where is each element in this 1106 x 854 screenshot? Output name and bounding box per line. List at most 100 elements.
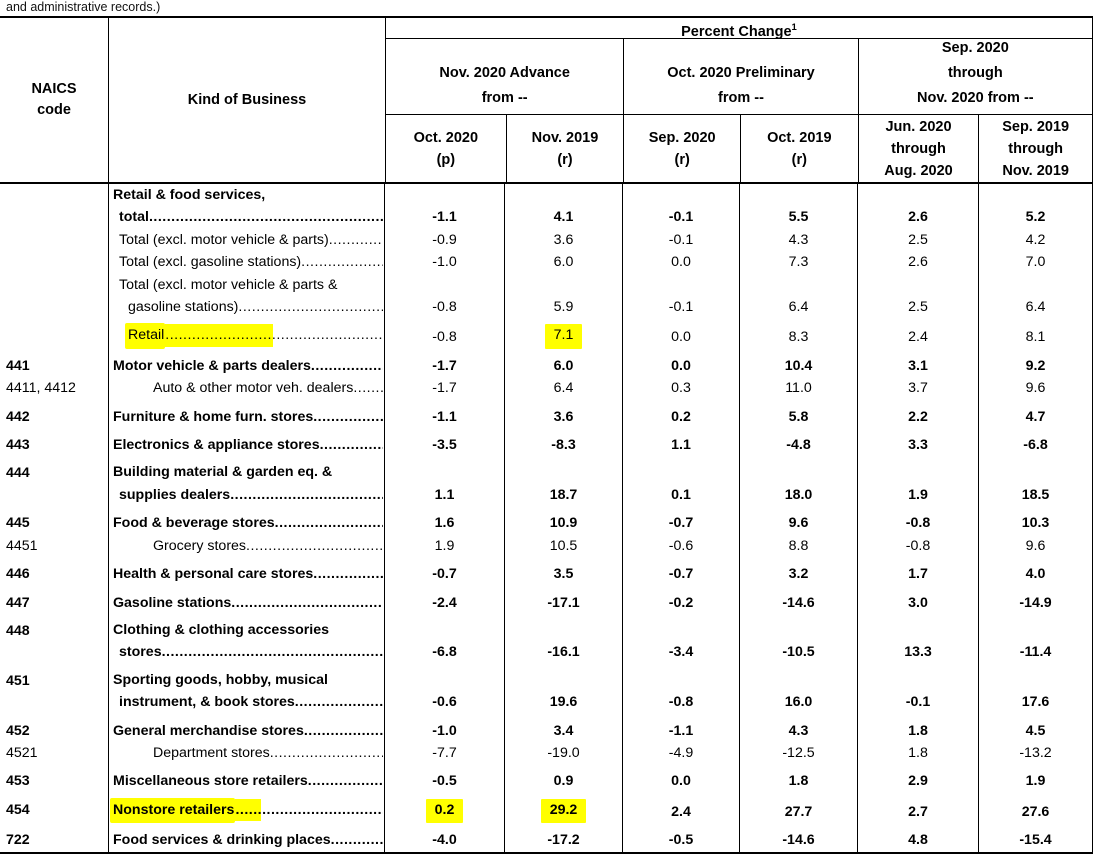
business-label-line: Retail .................................…	[109, 323, 383, 349]
value-text: -0.1	[668, 209, 694, 226]
business-label-text: Total (excl. motor vehicle & parts &	[119, 276, 338, 293]
naics-code-cell: 441	[6, 357, 30, 374]
value-text: 9.2	[1025, 357, 1046, 374]
business-label-line: Miscellaneous store retailers ..........…	[109, 770, 383, 792]
value-text: 1.9	[908, 486, 928, 503]
table-row: Retail & food services, total ...........…	[0, 184, 1093, 229]
value-cell: 3.5	[505, 557, 623, 586]
col-group-header: Sep. 2020 through Nov. 2020 from --	[857, 39, 1092, 114]
value-text: -16.1	[547, 644, 580, 661]
value-text: -0.2	[668, 594, 694, 611]
value-text: -3.5	[432, 437, 457, 454]
value-text: 2.4	[908, 329, 928, 346]
subheader-line: Oct. 2019	[767, 129, 832, 146]
value-text: 2.5	[908, 299, 928, 316]
value-cell: 29.2	[505, 792, 623, 824]
value-cell: -0.5	[623, 823, 740, 852]
value-cell: -8.3	[505, 428, 623, 457]
value-text: 7.3	[788, 254, 809, 271]
table-row: 454 Nonstore retailers ..................…	[0, 792, 1093, 824]
highlighted-value: 29.2	[540, 798, 587, 824]
value-cell: 1.7	[858, 557, 979, 586]
value-cell: 1.9	[385, 534, 505, 558]
value-cell: 3.6	[505, 399, 623, 429]
value-text: 6.4	[1025, 299, 1046, 316]
value-cell: 0.0	[623, 251, 740, 274]
business-label-line: Clothing & clothing accessories	[109, 619, 383, 641]
dot-leader: ........................................…	[161, 644, 383, 661]
value-cell: 4.5	[979, 713, 1093, 742]
naics-code-cell	[0, 318, 108, 348]
value-text: -8.3	[551, 437, 576, 454]
value-text: 2.2	[908, 408, 928, 425]
business-label-text: Department stores	[153, 744, 270, 761]
value-text: 13.3	[904, 644, 932, 661]
value-cell: -11.4	[979, 613, 1093, 664]
business-label-line: Auto & other motor veh. dealers ........…	[109, 377, 383, 399]
value-cell: 10.4	[740, 348, 858, 378]
value-text: 6.0	[553, 357, 574, 374]
business-label-text: Food & beverage stores	[113, 515, 275, 532]
value-text: 3.5	[553, 566, 574, 583]
value-cell: -6.8	[385, 613, 505, 664]
value-text: -11.4	[1019, 644, 1052, 661]
value-cell: 18.5	[979, 456, 1093, 507]
value-text: 2.7	[908, 803, 928, 820]
value-text: -3.4	[668, 644, 694, 661]
value-text: 1.7	[908, 566, 928, 583]
value-cell: -2.4	[385, 585, 505, 614]
value-text: 18.7	[549, 486, 578, 503]
value-cell: 3.0	[858, 585, 979, 614]
subheader-line: Sep. 2020	[648, 129, 716, 146]
value-cell: 6.0	[505, 348, 623, 378]
value-cell: -0.8	[858, 534, 979, 558]
value-text: -4.8	[786, 437, 811, 454]
value-text: 4.3	[788, 722, 809, 739]
value-cell: -0.7	[623, 557, 740, 586]
value-cell: 6.4	[505, 377, 623, 400]
value-text: -12.5	[782, 744, 815, 761]
naics-code-cell	[0, 274, 108, 319]
subheader-line: (r)	[557, 151, 573, 168]
business-label-text: Motor vehicle & parts dealers	[113, 357, 311, 374]
table-row: 442 Furniture & home furn. stores .......…	[0, 399, 1093, 429]
value-text: 18.0	[784, 486, 813, 503]
value-cell: 9.2	[979, 348, 1093, 378]
value-text: 2.6	[908, 209, 928, 226]
naics-code-cell: 442	[6, 408, 30, 425]
value-cell: 5.5	[740, 184, 858, 229]
value-cell: 5.8	[740, 399, 858, 429]
value-cell: 27.7	[740, 792, 858, 824]
business-label-text: supplies dealers	[119, 486, 231, 503]
group-header-line: through	[947, 65, 1003, 81]
value-cell: -0.5	[385, 764, 505, 793]
value-cell: 9.6	[979, 534, 1093, 558]
value-text: -0.6	[432, 694, 457, 711]
value-text: 2.9	[908, 773, 928, 790]
value-text: -1.1	[668, 722, 694, 739]
value-cell: -0.8	[858, 506, 979, 535]
business-label-cell: Total (excl. motor vehicle & parts & gaso…	[108, 273, 385, 319]
value-cell: -15.4	[979, 823, 1093, 852]
value-cell: 0.9	[505, 764, 623, 793]
table-row: 4451 Grocery stores .....................…	[0, 534, 1093, 558]
business-label-line: Total (excl. motor vehicle & parts &	[109, 274, 383, 296]
value-cell: 4.3	[740, 713, 858, 742]
value-text: 0.3	[671, 380, 691, 397]
value-cell: -0.6	[623, 534, 740, 558]
naics-code-cell: 451	[6, 672, 30, 689]
value-text: 1.8	[788, 773, 809, 790]
value-cell: 18.0	[740, 456, 858, 507]
table-row: 453 Miscellaneous store retailers .......…	[0, 764, 1093, 793]
business-label-text: Health & personal care stores	[113, 566, 314, 583]
table-body: Retail & food services, total ...........…	[0, 184, 1093, 852]
value-text: -6.8	[1023, 437, 1048, 454]
business-label-text: instrument, & book stores	[119, 694, 295, 711]
value-text: -0.1	[668, 231, 694, 248]
value-text: 5.8	[788, 408, 809, 425]
naics-code-cell: 452	[6, 722, 30, 739]
business-label-cell: Health & personal care stores ..........…	[108, 557, 385, 586]
value-text: 4.8	[908, 832, 928, 849]
value-text: -1.7	[432, 357, 457, 374]
subheader-line: (r)	[791, 151, 807, 168]
